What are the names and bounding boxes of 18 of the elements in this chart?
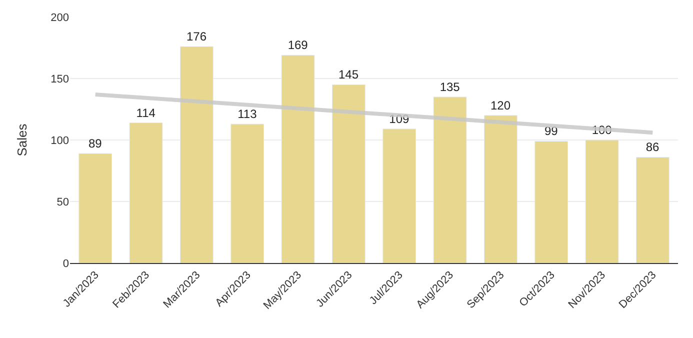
data-label: 86 bbox=[646, 140, 660, 154]
y-axis-title: Sales bbox=[14, 123, 30, 156]
data-label: 120 bbox=[490, 98, 511, 112]
data-label: 135 bbox=[440, 80, 460, 94]
y-tick-label: 150 bbox=[50, 73, 69, 86]
y-tick-label: 0 bbox=[62, 258, 69, 270]
y-tick-label: 100 bbox=[50, 134, 69, 147]
data-label: 145 bbox=[338, 68, 359, 82]
data-label: 169 bbox=[288, 38, 308, 52]
data-label: 113 bbox=[238, 107, 258, 122]
data-label: 176 bbox=[186, 30, 207, 44]
data-label: 109 bbox=[389, 112, 410, 126]
y-tick-label: 200 bbox=[50, 12, 69, 24]
data-label: 99 bbox=[544, 124, 558, 138]
y-tick-label: 50 bbox=[56, 196, 69, 208]
data-label: 114 bbox=[136, 106, 156, 120]
data-label: 89 bbox=[88, 136, 102, 151]
data-label: 100 bbox=[592, 123, 612, 137]
